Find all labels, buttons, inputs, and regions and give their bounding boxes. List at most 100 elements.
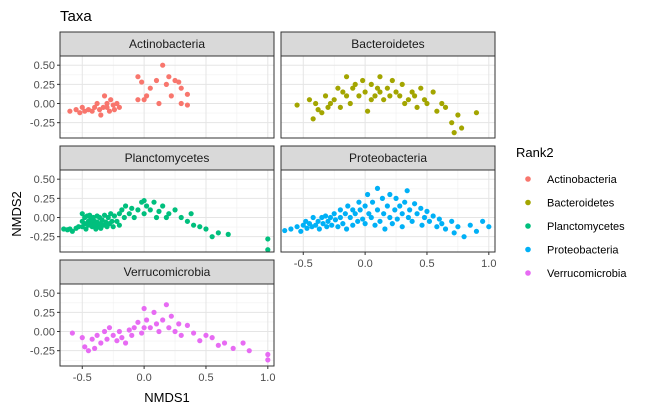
data-point [362,221,368,227]
data-point [389,221,395,227]
data-point [221,340,228,346]
data-point [340,221,346,227]
data-point [331,211,337,217]
data-point [92,345,98,351]
data-point [414,211,420,217]
data-point [73,107,79,113]
data-point [92,104,98,110]
data-point [298,228,304,234]
data-point [190,222,197,228]
data-point [377,89,383,95]
data-point [407,207,413,213]
data-point [129,205,135,211]
data-point [335,224,341,230]
legend-key [525,246,531,253]
chart-title: Taxa [60,8,92,25]
data-point [129,332,135,338]
data-point [114,218,120,224]
facet-strip [59,31,275,57]
data-point [368,81,374,87]
data-point [135,97,141,103]
data-point [108,97,114,103]
data-point [337,214,343,221]
y-axis-title: NMDS2 [9,191,24,237]
data-point [122,340,129,346]
data-point [153,77,160,84]
data-point [135,319,141,325]
data-point [315,107,321,113]
x-tick-label: 0.5 [198,372,213,384]
data-point [114,338,120,344]
y-tick-label: 0.00 [34,99,55,111]
data-point [116,328,122,335]
data-point [331,97,337,103]
data-point [322,93,329,99]
x-tick-label: 0.5 [419,258,434,270]
data-point [414,104,420,110]
x-axis-title: NMDS1 [144,390,190,405]
data-point [147,85,153,91]
data-point [379,195,386,201]
data-point [184,91,191,97]
y-tick-label: 0.00 [34,327,55,339]
data-point [324,224,330,230]
data-point [449,120,455,126]
data-point [409,89,415,95]
data-point [342,211,348,217]
data-point [135,207,141,213]
data-point [399,224,405,230]
data-point [178,214,184,221]
data-point [327,100,334,107]
x-tick-label: 1.0 [481,258,496,270]
data-point [147,325,153,331]
data-point [394,216,400,222]
data-point [455,224,461,230]
y-tick-label: 0.25 [34,193,55,205]
data-point [404,188,410,194]
data-point [461,234,467,240]
data-point [310,116,316,122]
data-point [294,102,300,108]
data-point [143,317,150,323]
data-point [106,325,113,331]
data-point [459,125,465,131]
data-point [399,211,405,217]
data-point [288,226,294,232]
data-point [325,104,331,110]
data-point [381,211,387,217]
data-point [176,79,182,85]
data-point [434,224,440,230]
data-point [131,325,137,331]
data-point [139,330,145,336]
data-point [310,214,316,221]
data-point [79,211,85,217]
data-point [143,93,150,99]
data-point [451,130,457,136]
y-tick-label: -0.25 [30,118,55,130]
data-point [265,357,271,363]
data-point [160,203,166,209]
data-point [151,309,157,315]
y-tick-label: -0.25 [30,232,55,244]
data-point [393,89,399,95]
data-point [105,214,111,221]
data-point [366,211,372,217]
data-point [116,211,122,217]
data-point [106,108,113,114]
data-point [384,203,390,209]
facet-strip [59,259,275,285]
data-point [197,338,203,344]
data-point [480,218,486,224]
data-point [166,211,172,217]
data-point [172,207,178,213]
data-point [230,345,236,351]
data-point [79,104,85,110]
data-point [166,74,172,80]
data-point [352,81,358,87]
data-point [393,195,399,201]
data-point [141,198,147,204]
data-point [430,213,436,219]
data-point [355,218,361,224]
data-point [176,321,182,327]
data-point [111,213,118,219]
